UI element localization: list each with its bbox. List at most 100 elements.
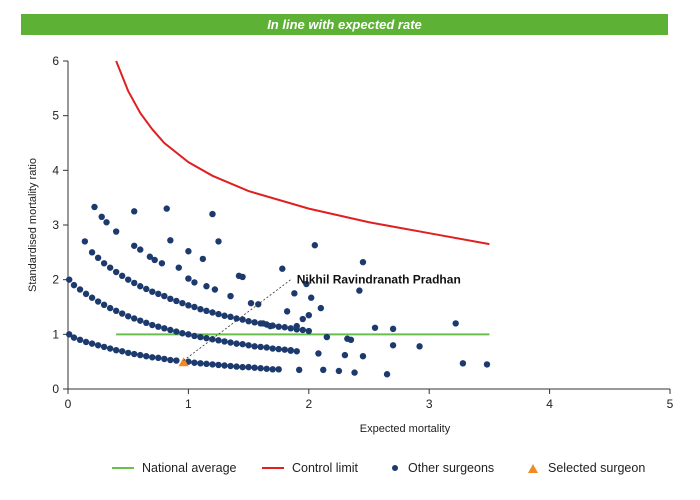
surgeon-point: [245, 342, 252, 349]
surgeon-point: [167, 356, 174, 364]
surgeon-point: [149, 321, 156, 329]
surgeon-point: [143, 285, 150, 293]
y-tick-label: 2: [52, 273, 59, 287]
surgeon-point: [185, 331, 192, 338]
surgeon-point: [221, 338, 228, 345]
surgeon-point: [185, 248, 192, 255]
surgeon-point: [215, 361, 222, 369]
surgeon-point: [103, 219, 110, 226]
surgeon-point: [100, 260, 108, 267]
surgeon-point: [251, 319, 258, 326]
surgeon-point: [269, 366, 276, 373]
surgeon-point: [281, 324, 288, 331]
surgeon-point: [416, 343, 423, 350]
chart-lines: [115, 60, 490, 336]
surgeon-point: [287, 347, 294, 354]
surgeon-point: [317, 304, 325, 312]
surgeon-point: [281, 346, 288, 353]
surgeon-point: [81, 238, 89, 245]
surgeon-point: [227, 313, 234, 321]
surgeon-point: [320, 366, 327, 374]
annotation: Nikhil Ravindranath Pradhan: [183, 273, 461, 361]
surgeon-point: [221, 312, 228, 319]
surgeon-point: [356, 287, 363, 294]
surgeon-point: [293, 322, 300, 330]
surgeon-point: [76, 336, 84, 343]
surgeon-point: [112, 346, 120, 354]
legend-control-limit: Control limit: [262, 458, 358, 478]
x-tick-label: 1: [185, 397, 192, 411]
surgeon-point: [227, 292, 234, 300]
surgeon-point: [70, 334, 78, 341]
surgeon-point: [215, 238, 222, 245]
surgeon-point: [221, 362, 228, 369]
y-tick-label: 0: [52, 382, 59, 396]
surgeon-point: [247, 299, 255, 307]
surgeon-point: [149, 288, 156, 295]
surgeon-point: [125, 276, 132, 283]
surgeon-point: [359, 353, 367, 360]
chart-points: [66, 203, 491, 378]
surgeon-point: [66, 276, 73, 283]
surgeon-point: [131, 315, 138, 322]
surgeon-point: [275, 345, 282, 353]
surgeon-point: [347, 336, 355, 343]
surgeon-point: [287, 325, 294, 332]
surgeon-point: [239, 316, 246, 323]
surgeon-point: [308, 294, 315, 301]
x-axis-title: Expected mortality: [360, 423, 451, 435]
surgeon-point: [118, 272, 126, 280]
surgeon-point: [112, 228, 120, 235]
surgeon-point: [191, 279, 198, 286]
surgeon-point: [112, 268, 120, 276]
surgeon-point: [351, 369, 358, 376]
surgeon-point: [197, 305, 204, 313]
legend-label: Selected surgeon: [548, 461, 646, 475]
banner-text: In line with expected rate: [267, 17, 422, 32]
surgeon-point: [303, 280, 310, 288]
selected-surgeon-marker: [178, 357, 189, 367]
surgeon-point: [389, 325, 397, 333]
y-tick-label: 4: [52, 163, 59, 177]
surgeon-point: [173, 328, 180, 335]
control-limit-line: [115, 60, 490, 246]
surgeon-point: [335, 367, 343, 375]
surgeon-point: [100, 301, 108, 309]
surgeon-point: [267, 322, 274, 330]
surgeon-point: [209, 336, 216, 343]
surgeon-point: [209, 210, 216, 218]
surgeon-point: [98, 213, 105, 220]
surgeon-point: [197, 333, 204, 341]
surgeon-point: [291, 290, 298, 297]
surgeon-point: [106, 304, 114, 312]
surgeon-point: [88, 294, 96, 301]
surgeon-point: [295, 366, 303, 374]
surgeon-point: [100, 343, 108, 351]
surgeon-point: [91, 203, 98, 211]
surgeon-point: [305, 327, 312, 335]
surgeon-point: [323, 333, 331, 341]
surgeon-point: [305, 312, 312, 319]
surgeon-point: [137, 283, 144, 290]
legend-triangle-icon: [528, 463, 538, 473]
surgeon-point: [125, 313, 132, 320]
legend-label: Other surgeons: [408, 461, 495, 475]
surgeon-point: [66, 331, 73, 338]
surgeon-point: [163, 205, 170, 212]
surgeon-point: [239, 363, 246, 371]
surgeon-point: [151, 256, 158, 264]
legend-label: National average: [142, 461, 237, 475]
surgeon-point: [257, 365, 264, 372]
surgeon-point: [94, 254, 102, 261]
surgeon-point: [233, 363, 240, 370]
surgeon-point: [143, 353, 150, 360]
surgeon-point: [158, 260, 166, 267]
surgeon-point: [209, 361, 216, 368]
surgeon-point: [209, 309, 216, 316]
legend-other-surgeons: Other surgeons: [384, 458, 494, 478]
surgeon-point: [227, 362, 234, 370]
surgeon-point: [70, 281, 78, 289]
surgeon-point: [125, 349, 132, 357]
surgeon-point: [137, 317, 144, 324]
